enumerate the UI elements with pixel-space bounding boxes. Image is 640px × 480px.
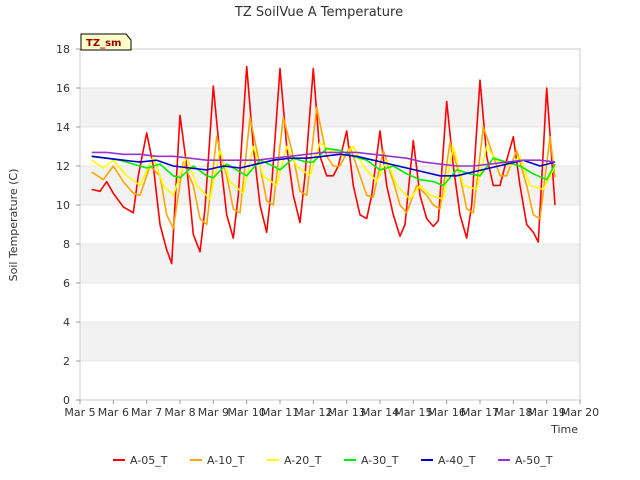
legend-label: A-30_T bbox=[361, 454, 399, 467]
series-line-a-50-t bbox=[91, 151, 556, 167]
series-line-a-10-t bbox=[91, 106, 556, 230]
plot-frame bbox=[79, 48, 581, 401]
legend-label: A-20_T bbox=[284, 454, 322, 467]
y-tick-label: 10 bbox=[56, 199, 70, 212]
legend: A-05_T A-10_T A-20_T A-30_T A-40_T A-50_T bbox=[113, 454, 553, 467]
y-tick-label: 12 bbox=[56, 160, 70, 173]
x-tick-label: Mar 7 bbox=[131, 406, 162, 419]
series-line-a-20-t bbox=[91, 141, 556, 200]
legend-label: A-40_T bbox=[438, 454, 476, 467]
y-tick-label: 18 bbox=[56, 43, 70, 56]
site-badge-box bbox=[80, 33, 132, 51]
x-tick-label: Mar 11 bbox=[261, 406, 299, 419]
series-line-a-05-t bbox=[91, 65, 556, 265]
x-tick-label: Mar 10 bbox=[228, 406, 266, 419]
y-tick-label: 2 bbox=[63, 355, 70, 368]
series-lines bbox=[91, 65, 556, 265]
series-line-a-40-t bbox=[91, 153, 556, 177]
x-tick-label: Mar 17 bbox=[461, 406, 499, 419]
x-tick-label: Mar 16 bbox=[428, 406, 466, 419]
series-line-a-30-t bbox=[91, 147, 556, 187]
legend-label: A-10_T bbox=[207, 454, 245, 467]
site-badge: TZ_sm bbox=[80, 33, 132, 51]
chart-title: TZ SoilVue A Temperature bbox=[234, 5, 403, 20]
grid-band bbox=[80, 244, 580, 283]
x-tick-label: Mar 19 bbox=[528, 406, 566, 419]
y-tick-label: 16 bbox=[56, 82, 70, 95]
y-tick-label: 4 bbox=[63, 316, 70, 329]
x-tick-label: Mar 12 bbox=[294, 406, 332, 419]
y-tick-label: 6 bbox=[63, 277, 70, 290]
y-tick-label: 14 bbox=[56, 121, 70, 134]
grid-band bbox=[80, 205, 580, 244]
x-axis-label: Time bbox=[550, 423, 578, 436]
grid-bands bbox=[80, 48, 580, 401]
x-tick-label: Mar 18 bbox=[494, 406, 532, 419]
x-tick-label: Mar 8 bbox=[164, 406, 195, 419]
y-axis: 0 2 4 6 8 10 12 14 16 18 bbox=[56, 43, 80, 407]
site-badge-label: TZ_sm bbox=[86, 38, 121, 49]
x-tick-label: Mar 20 bbox=[561, 406, 599, 419]
grid-band bbox=[80, 88, 580, 127]
legend-label: A-05_T bbox=[130, 454, 168, 467]
y-tick-label: 8 bbox=[63, 238, 70, 251]
x-tick-label: Mar 14 bbox=[361, 406, 399, 419]
legend-label: A-50_T bbox=[515, 454, 553, 467]
x-tick-label: Mar 15 bbox=[394, 406, 432, 419]
x-tick-label: Mar 6 bbox=[98, 406, 129, 419]
grid-band bbox=[80, 283, 580, 322]
y-axis-label: Soil Temperature (C) bbox=[7, 169, 20, 282]
x-tick-label: Mar 9 bbox=[198, 406, 229, 419]
y-tick-label: 0 bbox=[63, 394, 70, 407]
x-tick-label: Mar 5 bbox=[64, 406, 95, 419]
grid-band bbox=[80, 322, 580, 361]
grid-band bbox=[80, 361, 580, 400]
grid-band bbox=[80, 49, 580, 88]
x-tick-label: Mar 13 bbox=[328, 406, 366, 419]
